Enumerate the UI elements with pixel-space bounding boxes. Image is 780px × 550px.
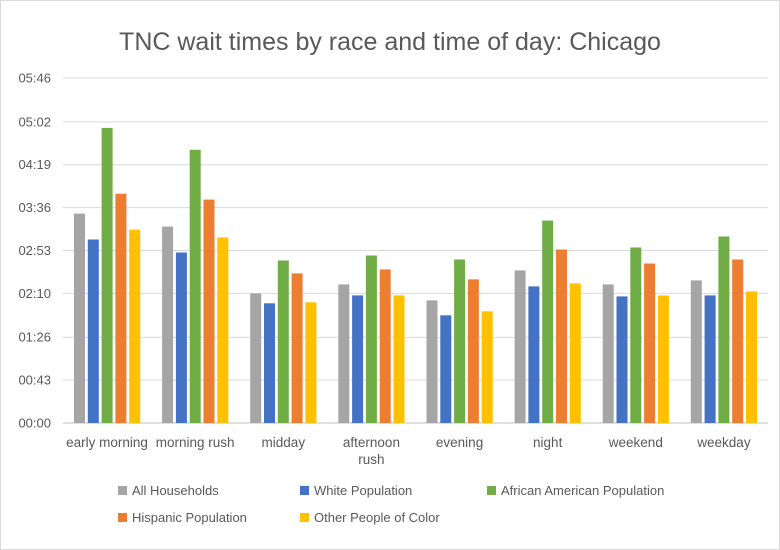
legend-label: White Population (314, 483, 413, 498)
bar (690, 280, 702, 423)
bar (644, 263, 656, 423)
legend-swatch (300, 486, 309, 495)
x-tick-label: midday (262, 435, 306, 450)
bar (129, 229, 141, 423)
bar (481, 311, 493, 423)
bar (556, 249, 567, 423)
bar (175, 252, 187, 423)
legend-item: African American Population (487, 483, 664, 498)
y-tick-label: 05:46 (18, 71, 51, 86)
x-tick-label: weekday (696, 435, 751, 450)
bar (616, 296, 628, 423)
bar (514, 270, 526, 423)
bar (189, 149, 201, 424)
bar (365, 255, 377, 423)
bar (542, 220, 554, 423)
bar (426, 300, 438, 423)
bar (162, 226, 174, 423)
bar (305, 302, 317, 423)
legend-swatch (300, 513, 309, 522)
y-tick-label: 02:10 (18, 286, 51, 301)
x-tick-label: afternoon rush (343, 435, 400, 467)
bar (352, 295, 364, 423)
y-tick-label: 05:02 (18, 114, 51, 129)
bar (569, 283, 581, 423)
y-tick-label: 01:26 (18, 330, 51, 345)
bar (746, 291, 757, 423)
x-tick-label: evening (436, 435, 483, 450)
bar (87, 239, 99, 423)
bar (718, 236, 730, 423)
y-tick-label: 00:00 (18, 416, 51, 431)
bar (264, 303, 275, 423)
bar (115, 193, 127, 423)
legend-item: Other People of Color (300, 510, 440, 525)
bar (217, 237, 229, 423)
bar (454, 259, 466, 423)
legend-item: White Population (300, 483, 412, 498)
bar (657, 295, 669, 423)
bar (602, 284, 614, 423)
y-tick-label: 04:19 (18, 157, 51, 172)
bar (393, 295, 405, 423)
x-tick-label: weekend (608, 435, 663, 450)
legend-label: All Households (132, 483, 219, 498)
bar (203, 199, 215, 423)
bar (732, 259, 744, 423)
bar (467, 279, 479, 423)
y-tick-label: 03:36 (18, 200, 51, 215)
legend-swatch (487, 486, 496, 495)
legend-label: Hispanic Population (132, 510, 247, 525)
bar (101, 127, 113, 424)
y-tick-label: 00:43 (18, 373, 51, 388)
y-tick-label: 02:53 (18, 243, 51, 258)
bar (630, 247, 642, 423)
legend-swatch (118, 486, 127, 495)
legend-item: Hispanic Population (118, 510, 247, 525)
x-tick-label: night (533, 435, 563, 450)
bar (250, 293, 262, 423)
bar (277, 260, 289, 423)
bar (704, 295, 716, 423)
chart-title: TNC wait times by race and time of day: … (119, 28, 661, 56)
x-tick-label: morning rush (156, 435, 235, 450)
bar (379, 269, 391, 423)
legend-item: All Households (118, 483, 219, 498)
bar (528, 286, 540, 423)
legend-label: African American Population (501, 483, 665, 498)
bar (338, 284, 350, 423)
bar (440, 315, 452, 423)
bar (291, 273, 303, 423)
legend-label: Other People of Color (314, 510, 440, 525)
x-tick-label: early morning (66, 435, 148, 450)
bar (74, 213, 85, 423)
legend-swatch (118, 513, 127, 522)
